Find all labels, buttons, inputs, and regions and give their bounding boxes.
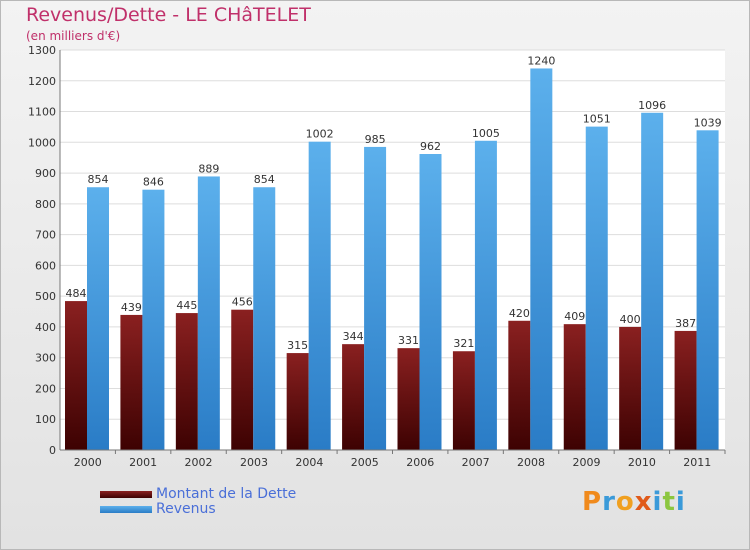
value-label-revenus: 1051 — [583, 113, 611, 126]
bar-dette — [508, 320, 531, 450]
bar-revenus — [641, 112, 664, 451]
bar-dette — [619, 326, 642, 450]
x-tick-label: 2001 — [129, 456, 157, 469]
x-tick-label: 2007 — [462, 456, 490, 469]
bar-revenus — [585, 126, 608, 450]
bar-dette — [231, 309, 254, 450]
legend-label-dette: Montant de la Dette — [156, 486, 297, 502]
y-tick-label: 200 — [35, 382, 56, 395]
bar-revenus — [87, 187, 109, 450]
value-label-dette: 445 — [176, 299, 197, 312]
value-label-revenus: 1002 — [306, 128, 334, 141]
logo-letter: t — [662, 487, 676, 517]
bar-dette — [452, 351, 475, 450]
bar-revenus — [142, 189, 165, 450]
chart-subtitle: (en milliers d'€) — [26, 29, 121, 43]
bar-revenus — [308, 141, 331, 450]
y-tick-label: 1300 — [28, 44, 56, 57]
y-tick-label: 700 — [35, 229, 56, 242]
x-tick-label: 2004 — [295, 456, 323, 469]
bar-dette — [175, 313, 198, 450]
x-axis-ticks: 2000 2001 2002 2003 2004 2005 2006 2007 2008 2009… — [74, 450, 726, 469]
value-labels: 484 854 439 846 445 889 456 854 315 1002 344 985 331… — [66, 54, 722, 352]
x-tick-label: 2010 — [628, 456, 656, 469]
value-label-revenus: 1005 — [472, 127, 500, 140]
bar-dette — [286, 353, 309, 450]
value-label-revenus: 854 — [254, 173, 275, 186]
bars — [65, 68, 719, 451]
logo-letter: i — [675, 487, 686, 517]
y-tick-label: 500 — [35, 290, 56, 303]
value-label-dette: 387 — [675, 317, 696, 330]
bar-revenus — [364, 146, 387, 450]
y-tick-label: 900 — [35, 167, 56, 180]
logo-letter: o — [615, 487, 635, 517]
plot-area — [60, 50, 725, 450]
bar-revenus — [696, 130, 719, 451]
value-label-revenus: 854 — [88, 173, 109, 186]
x-tick-label: 2011 — [683, 456, 711, 469]
bar-revenus — [253, 187, 276, 450]
x-tick-label: 2003 — [240, 456, 268, 469]
y-tick-label: 600 — [35, 259, 56, 272]
value-label-revenus: 1039 — [694, 116, 722, 129]
y-axis-ticks: 0 100 200 300 400 500 600 700 800 900 1000 1100 1200… — [28, 44, 56, 457]
value-label-revenus: 889 — [198, 162, 219, 175]
x-tick-label: 2002 — [185, 456, 213, 469]
bar-dette — [563, 324, 586, 450]
value-label-revenus: 1096 — [638, 99, 666, 112]
value-label-dette: 420 — [509, 307, 530, 320]
x-tick-label: 2008 — [517, 456, 545, 469]
bar-revenus — [530, 68, 553, 450]
logo-letter: i — [652, 487, 663, 517]
value-label-dette: 344 — [343, 330, 364, 343]
value-label-revenus: 1240 — [527, 54, 555, 67]
bar-dette — [120, 314, 143, 450]
bar-revenus — [474, 140, 497, 450]
bar-revenus — [197, 176, 220, 450]
x-tick-label: 2005 — [351, 456, 379, 469]
x-tick-label: 2009 — [572, 456, 600, 469]
y-tick-label: 1200 — [28, 75, 56, 88]
logo-letter: r — [602, 487, 616, 517]
bar-dette — [397, 348, 420, 450]
value-label-dette: 331 — [398, 334, 419, 347]
bar-dette — [674, 330, 697, 450]
y-tick-label: 1100 — [28, 106, 56, 119]
y-tick-label: 0 — [49, 444, 56, 457]
bar-revenus — [419, 154, 442, 450]
logo-letter: P — [582, 487, 603, 517]
value-label-revenus: 846 — [143, 176, 164, 189]
value-label-revenus: 985 — [365, 133, 386, 146]
bar-dette — [65, 301, 87, 450]
dark-red-bar-swatch-icon — [100, 491, 152, 498]
value-label-dette: 321 — [453, 337, 474, 350]
y-tick-label: 1000 — [28, 136, 56, 149]
proxiti-logo: Proxiti — [582, 487, 686, 517]
x-tick-label: 2000 — [74, 456, 102, 469]
blue-bar-swatch-icon — [100, 506, 152, 513]
value-label-revenus: 962 — [420, 140, 441, 153]
y-tick-label: 800 — [35, 198, 56, 211]
value-label-dette: 315 — [287, 339, 308, 352]
value-label-dette: 400 — [620, 313, 641, 326]
y-tick-label: 100 — [35, 413, 56, 426]
legend-label-revenus: Revenus — [156, 501, 216, 517]
value-label-dette: 484 — [66, 287, 87, 300]
bar-dette — [342, 344, 365, 450]
value-label-dette: 456 — [232, 296, 253, 309]
x-tick-label: 2006 — [406, 456, 434, 469]
y-tick-label: 400 — [35, 321, 56, 334]
value-label-dette: 439 — [121, 301, 142, 314]
y-tick-label: 300 — [35, 352, 56, 365]
logo-letter: x — [634, 487, 653, 517]
chart-title: Revenus/Dette - LE CHâTELET — [26, 4, 311, 26]
value-label-dette: 409 — [564, 310, 585, 323]
